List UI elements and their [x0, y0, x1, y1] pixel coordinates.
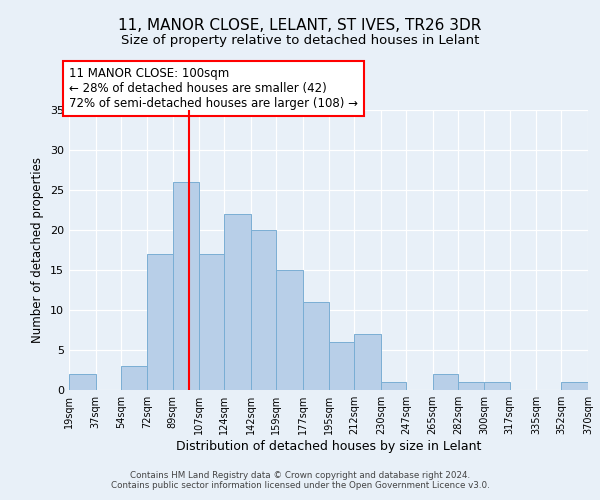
- Bar: [199, 254, 224, 390]
- Bar: [121, 366, 148, 390]
- Bar: [224, 214, 251, 390]
- Bar: [251, 230, 276, 390]
- Bar: [355, 334, 381, 390]
- Text: 11, MANOR CLOSE, LELANT, ST IVES, TR26 3DR: 11, MANOR CLOSE, LELANT, ST IVES, TR26 3…: [118, 18, 482, 32]
- Text: Size of property relative to detached houses in Lelant: Size of property relative to detached ho…: [121, 34, 479, 47]
- Bar: [69, 374, 95, 390]
- Bar: [458, 382, 484, 390]
- Bar: [276, 270, 302, 390]
- Bar: [562, 382, 588, 390]
- X-axis label: Distribution of detached houses by size in Lelant: Distribution of detached houses by size …: [176, 440, 481, 453]
- Text: Contains HM Land Registry data © Crown copyright and database right 2024.
Contai: Contains HM Land Registry data © Crown c…: [110, 470, 490, 490]
- Bar: [148, 254, 173, 390]
- Bar: [173, 182, 199, 390]
- Text: 11 MANOR CLOSE: 100sqm
← 28% of detached houses are smaller (42)
72% of semi-det: 11 MANOR CLOSE: 100sqm ← 28% of detached…: [69, 67, 358, 110]
- Bar: [433, 374, 458, 390]
- Bar: [381, 382, 406, 390]
- Bar: [329, 342, 355, 390]
- Bar: [302, 302, 329, 390]
- Bar: [484, 382, 509, 390]
- Y-axis label: Number of detached properties: Number of detached properties: [31, 157, 44, 343]
